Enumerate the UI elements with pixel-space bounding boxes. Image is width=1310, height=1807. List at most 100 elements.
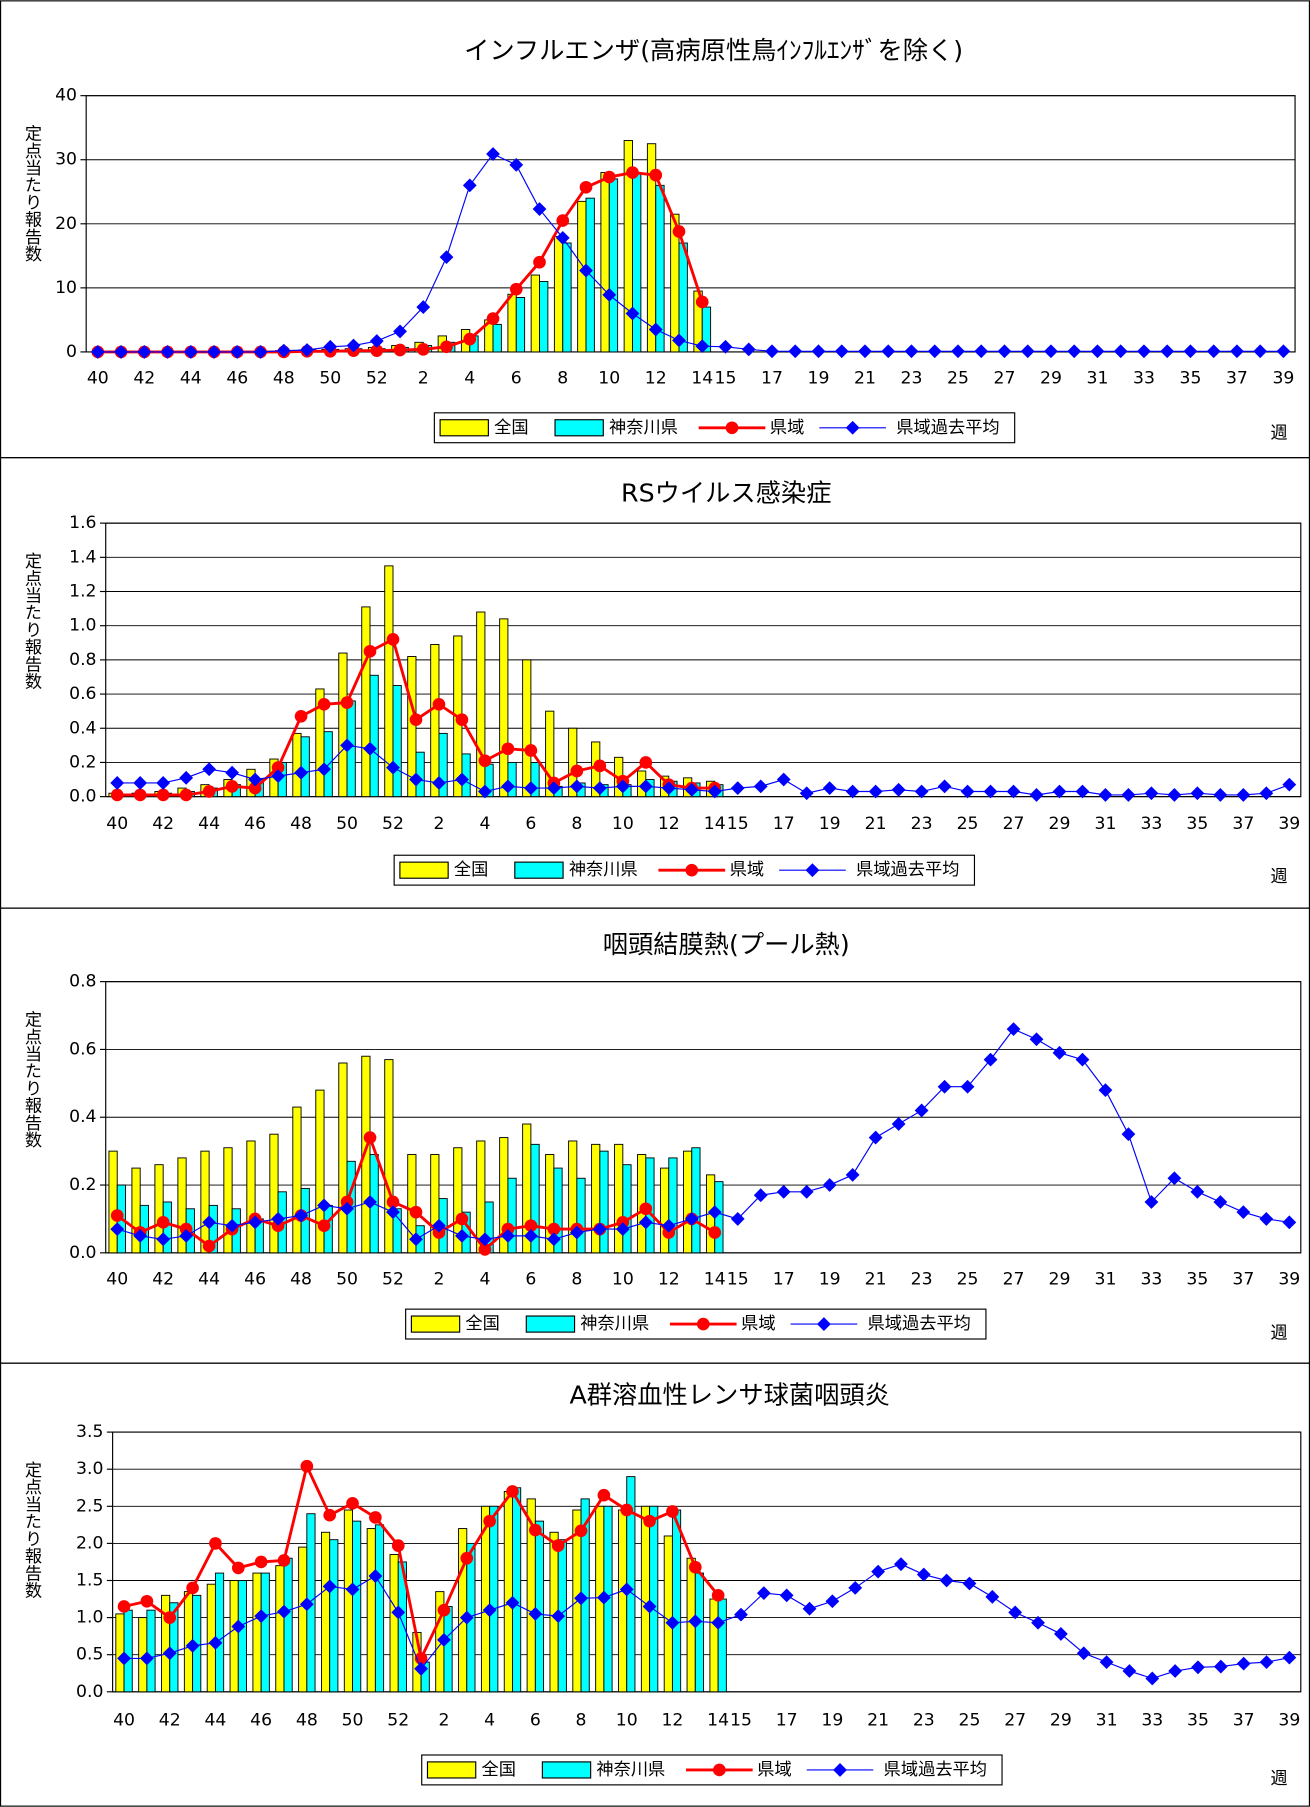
point (463, 332, 477, 346)
bar (489, 1505, 499, 1693)
point (294, 709, 308, 723)
point (1236, 1205, 1251, 1220)
x-tick-label: 37 (1232, 814, 1254, 834)
x-tick-label: 39 (1278, 1711, 1300, 1731)
point (937, 1079, 952, 1094)
point (848, 1581, 863, 1595)
x-tick-label: 29 (1049, 1269, 1071, 1289)
legend-label: 県域過去平均 (896, 418, 999, 438)
bar (515, 297, 526, 353)
x-axis-label: 週 (1270, 1769, 1287, 1789)
point (137, 345, 152, 359)
bar (392, 685, 402, 798)
legend-marker (833, 1763, 847, 1777)
point (1098, 1083, 1113, 1098)
x-tick-label: 37 (1232, 1269, 1254, 1289)
point (1145, 1671, 1160, 1686)
panel-border (0, 1362, 1310, 1807)
point (363, 1131, 377, 1144)
y-tick-label: 1.0 (69, 616, 96, 636)
point (432, 698, 446, 711)
bar (275, 1565, 285, 1693)
x-tick-label: 21 (865, 814, 887, 834)
point (110, 1209, 124, 1222)
y-tick-label: 3.0 (76, 1459, 103, 1479)
bar (338, 1062, 348, 1254)
point (1137, 344, 1151, 359)
bar (530, 761, 540, 798)
point (1206, 344, 1221, 359)
point (1236, 1656, 1251, 1671)
x-tick-label: 23 (911, 1269, 933, 1289)
point (661, 781, 676, 795)
legend-marker (685, 863, 699, 877)
point (927, 344, 942, 359)
bar (384, 1059, 394, 1254)
point (482, 1603, 497, 1618)
x-tick-label: 44 (198, 814, 220, 834)
x-tick-label: 44 (198, 1269, 220, 1289)
bar (214, 1572, 225, 1693)
bar (392, 1208, 402, 1254)
bar (246, 1140, 256, 1254)
bar (260, 1572, 270, 1693)
point (695, 295, 709, 309)
x-tick-label: 50 (342, 1711, 364, 1731)
legend-label: 県域過去平均 (856, 860, 959, 880)
x-tick-label: 6 (525, 814, 536, 834)
bar (545, 710, 555, 798)
point (186, 1581, 199, 1595)
bar (539, 280, 549, 353)
x-tick-label: 31 (1096, 1711, 1118, 1731)
point (1076, 1646, 1091, 1661)
x-tick-label: 50 (336, 814, 358, 834)
x-tick-label: 4 (479, 1269, 490, 1289)
x-tick-label: 23 (913, 1711, 935, 1731)
point (822, 781, 837, 795)
point (231, 1619, 246, 1634)
point (230, 345, 245, 359)
point (788, 344, 803, 359)
bar (292, 1106, 302, 1254)
legend-swatch (554, 419, 604, 437)
point (730, 1212, 745, 1226)
point (483, 1514, 496, 1528)
point (340, 738, 354, 753)
legend-marker (845, 420, 860, 435)
point (529, 1523, 542, 1537)
x-tick-label: 25 (957, 1269, 979, 1289)
bar (683, 1150, 693, 1254)
bar (663, 1535, 673, 1693)
point (1098, 788, 1113, 802)
point (570, 764, 584, 778)
bar (430, 644, 440, 798)
legend-swatch (426, 1761, 477, 1779)
bar (283, 1557, 293, 1693)
point (597, 1488, 611, 1502)
point (524, 781, 538, 795)
point (1236, 788, 1251, 802)
point (225, 1218, 240, 1233)
x-tick-label: 27 (994, 368, 1016, 388)
bar (503, 1490, 513, 1693)
point (455, 1212, 469, 1226)
point (799, 786, 814, 801)
x-tick-label: 2 (433, 814, 444, 834)
y-axis-label: 定点当たり報告数 (21, 1010, 42, 1148)
point (551, 1539, 565, 1552)
point (868, 1130, 883, 1145)
point (133, 1228, 148, 1243)
point (363, 1195, 377, 1209)
point (524, 1228, 538, 1243)
x-tick-label: 17 (773, 814, 795, 834)
x-tick-label: 8 (571, 1269, 582, 1289)
point (486, 312, 500, 325)
point (845, 784, 860, 799)
bar (622, 1164, 632, 1254)
point (711, 1589, 725, 1602)
bar (492, 323, 502, 353)
bar (576, 1177, 586, 1254)
point (593, 759, 607, 773)
point (386, 633, 400, 646)
point (202, 762, 217, 777)
